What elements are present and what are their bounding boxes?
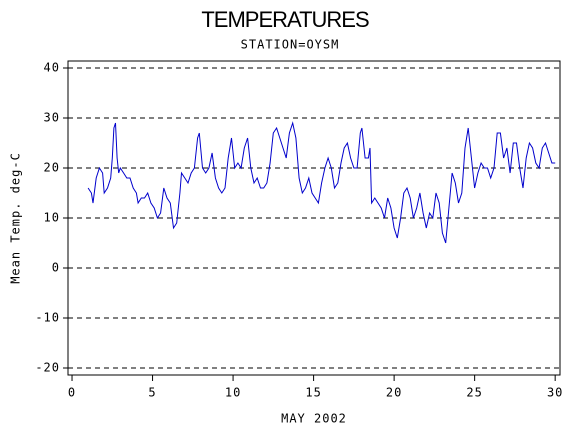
x-tick-label: 25 (466, 386, 482, 400)
chart-subtitle: STATION=OYSM (241, 38, 340, 52)
y-tick-label: 20 (44, 161, 60, 175)
y-tick-label: 40 (44, 61, 60, 75)
x-tick-label: 30 (547, 386, 563, 400)
x-tick-label: 15 (305, 386, 321, 400)
data-line (87, 121, 556, 244)
y-tick-label: 0 (52, 261, 60, 275)
x-axis-label: MAY 2002 (281, 412, 347, 426)
y-tick-label: -10 (35, 311, 60, 325)
y-tick-label: 30 (44, 111, 60, 125)
y-axis-label: Mean Temp. deg-C (9, 152, 23, 284)
x-tick-label: 5 (148, 386, 156, 400)
x-tick-label: 10 (225, 386, 241, 400)
y-tick-label: 10 (44, 211, 60, 225)
y-tick-label: -20 (35, 361, 60, 375)
chart-title: TEMPERATURES (201, 7, 369, 32)
x-tick-label: 20 (386, 386, 402, 400)
x-tick-label: 0 (68, 386, 76, 400)
